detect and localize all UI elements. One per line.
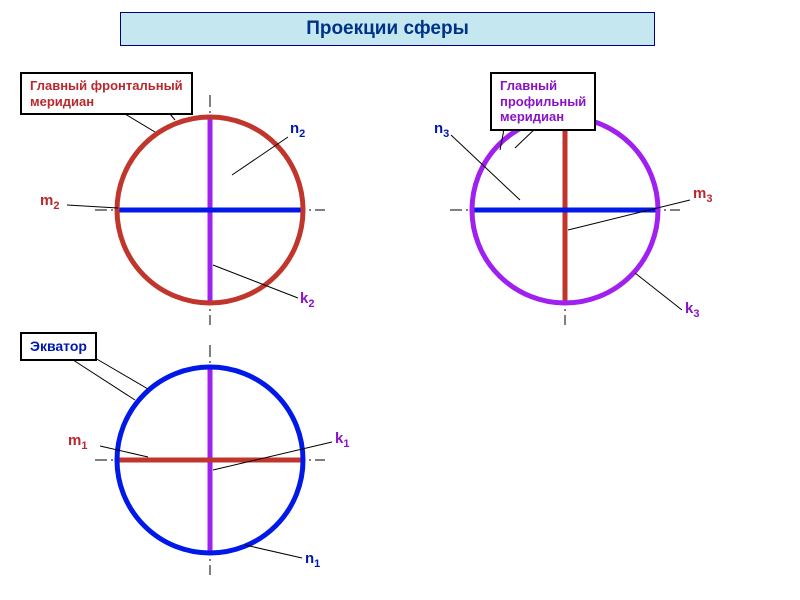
- n3-leader: [451, 135, 520, 200]
- title-text: Проекции сферы: [306, 18, 469, 39]
- n2-leader: [232, 137, 288, 175]
- m2-leader: [67, 205, 118, 208]
- box-equator: Экватор: [20, 332, 97, 361]
- k3-leader: [635, 273, 682, 310]
- k1-leader: [213, 442, 332, 470]
- box-profile-meridian: Главный профильный меридиан: [490, 72, 596, 131]
- label-k3: k3: [685, 300, 699, 320]
- m1-leader: [100, 446, 148, 457]
- label-n1: n1: [305, 550, 320, 570]
- label-m1: m1: [68, 432, 87, 452]
- label-k2: k2: [300, 290, 314, 310]
- m3-leader: [568, 200, 690, 230]
- label-m2: m2: [40, 192, 59, 212]
- n1-leader: [245, 545, 302, 558]
- label-n2: n2: [290, 120, 305, 140]
- page-title: Проекции сферы: [120, 12, 655, 46]
- label-k1: k1: [335, 430, 349, 450]
- label-m3: m3: [693, 185, 712, 205]
- box-frontal-meridian: Главный фронтальный меридиан: [20, 72, 193, 115]
- label-n3: n3: [434, 120, 449, 140]
